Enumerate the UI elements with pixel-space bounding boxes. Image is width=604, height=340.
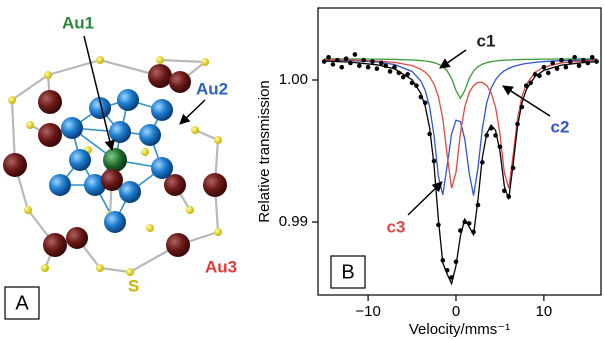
au3-atom: [101, 169, 123, 191]
data-point: [537, 73, 542, 78]
y-tick-label: 1.00: [279, 71, 308, 88]
data-point: [555, 66, 560, 71]
data-point: [361, 58, 366, 63]
data-point: [520, 105, 525, 110]
data-point: [462, 220, 467, 225]
data-point: [335, 58, 340, 63]
annotation: c1: [477, 31, 496, 50]
data-point: [344, 56, 349, 61]
data-point: [441, 258, 446, 263]
data-point: [590, 55, 595, 60]
data-point: [564, 65, 569, 70]
atom-label: S: [128, 276, 139, 295]
molecule: [3, 36, 227, 276]
data-point: [414, 83, 419, 88]
x-axis-label: Velocity/mms⁻¹: [409, 321, 510, 338]
data-point: [331, 62, 336, 67]
arrow: [84, 36, 112, 150]
data-point: [572, 55, 577, 60]
fit-line: [324, 61, 596, 284]
data-point: [581, 58, 586, 63]
data-point: [524, 83, 529, 88]
data-point: [375, 66, 380, 71]
data-point: [568, 59, 573, 64]
plot: 0.99 1.00 −10 0 10 Velocity/mms⁻¹ Relative tra…: [256, 8, 601, 338]
data-point: [383, 63, 388, 68]
data-point: [506, 194, 511, 199]
data-point: [427, 132, 432, 137]
data-point: [449, 275, 454, 280]
arrow: [180, 100, 205, 124]
figure: Au1 Au2 Au3 S A 0.99 1.00 −10 0 10 Velocity/m…: [0, 0, 604, 340]
data-point: [436, 223, 441, 228]
data-point: [348, 61, 353, 66]
x-tick-label: −10: [355, 303, 380, 320]
data-point: [410, 81, 415, 86]
data-point: [445, 268, 450, 273]
x-tick-label: 0: [452, 303, 460, 320]
annotation: c3: [387, 217, 406, 236]
au1-atom: [103, 148, 127, 172]
data-point: [550, 61, 555, 66]
data-point: [559, 58, 564, 63]
data-point: [432, 159, 437, 164]
data-point: [370, 59, 375, 64]
data-point: [489, 126, 494, 131]
y-axis-label: Relative transmission: [256, 80, 273, 223]
atom-label: Au2: [196, 79, 228, 98]
data-point: [357, 63, 362, 68]
data-point: [326, 55, 331, 60]
data-point: [498, 144, 503, 149]
data-point: [542, 65, 547, 70]
data-point: [533, 72, 538, 77]
data-point: [366, 65, 371, 70]
data-point: [419, 95, 424, 100]
panel-label: B: [341, 261, 354, 283]
data-point: [454, 259, 459, 264]
data-point: [397, 71, 402, 76]
data-point: [502, 188, 507, 193]
data-point: [577, 63, 582, 68]
data-point: [401, 75, 406, 80]
data-point: [458, 228, 463, 233]
atom-label: Au1: [62, 13, 94, 32]
data-point: [515, 122, 520, 127]
data-point: [405, 72, 410, 77]
data-point: [471, 230, 476, 235]
plot-frame: [318, 8, 601, 295]
data-point: [546, 71, 551, 76]
data-point: [322, 59, 327, 64]
data-point: [392, 65, 397, 70]
y-tick-label: 0.99: [279, 213, 308, 230]
data-point: [388, 69, 393, 74]
data-point: [528, 81, 533, 86]
data-point: [476, 203, 481, 208]
data-point: [484, 133, 489, 138]
data-point: [339, 65, 344, 70]
data-point: [379, 61, 384, 66]
annotation-arrow: [440, 50, 466, 68]
data-point: [594, 59, 599, 64]
data-point: [511, 166, 516, 171]
data-point: [586, 61, 591, 66]
annotation: c2: [551, 117, 570, 136]
data-point: [493, 133, 498, 138]
data-point: [480, 160, 485, 165]
atom-label: Au3: [205, 257, 237, 276]
data-point: [423, 100, 428, 105]
x-tick-label: 10: [536, 303, 553, 320]
data-point: [353, 52, 358, 57]
data-point: [467, 221, 472, 226]
panel-label: A: [15, 292, 29, 314]
